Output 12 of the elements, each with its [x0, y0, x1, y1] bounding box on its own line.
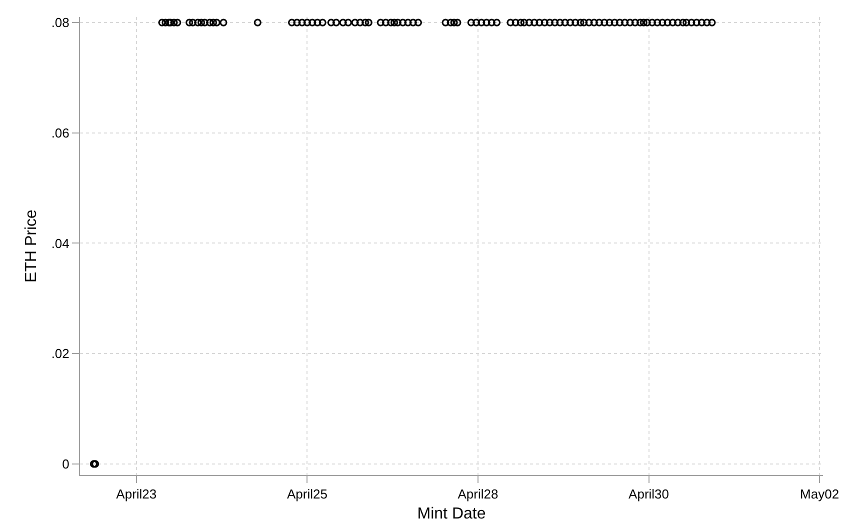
- x-tick-label: April30: [628, 486, 670, 502]
- x-tick-label: April28: [458, 486, 498, 502]
- y-tick-label: .04: [51, 236, 70, 251]
- x-tick-label: April23: [116, 486, 157, 502]
- y-axis-title: ETH Price: [23, 209, 40, 282]
- y-tick-label: 0: [62, 456, 70, 472]
- y-tick-label: .06: [51, 125, 70, 140]
- y-tick-label: .02: [51, 346, 70, 362]
- y-tick-label: .08: [51, 15, 70, 30]
- x-tick-label: May02: [800, 486, 840, 502]
- x-axis-title: Mint Date: [417, 505, 486, 522]
- x-tick-label: April25: [286, 486, 328, 502]
